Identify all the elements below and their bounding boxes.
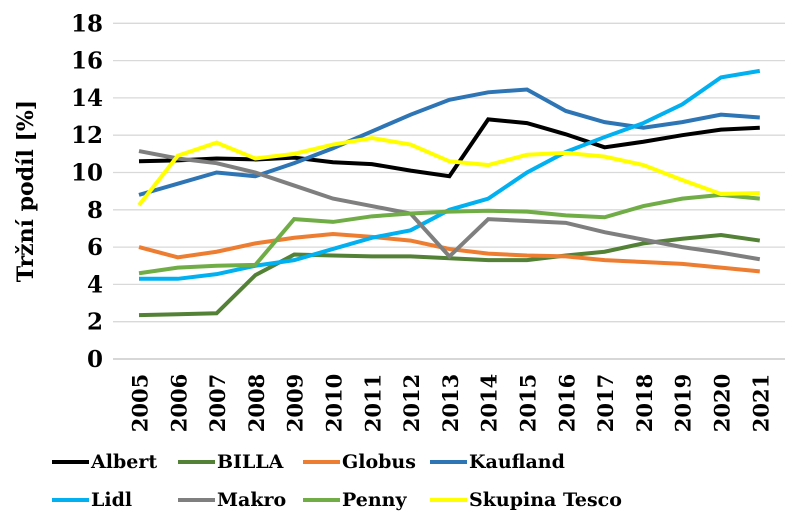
- x-tick-label: 2016: [554, 374, 579, 432]
- legend-swatch-lidl: [52, 498, 89, 502]
- legend-label-penny: Penny: [342, 489, 407, 511]
- legend-item-globus: Globus: [303, 451, 416, 473]
- y-tick-label: 12: [71, 122, 103, 149]
- legend-swatch-makro: [178, 498, 215, 502]
- x-tick-label: 2018: [632, 374, 657, 432]
- x-tick-label: 2010: [322, 374, 347, 432]
- legend-label-globus: Globus: [342, 451, 416, 473]
- y-tick-label: 0: [87, 346, 103, 373]
- y-tick-label: 8: [87, 197, 103, 224]
- legend-item-billa: BILLA: [178, 451, 283, 473]
- x-tick-label: 2013: [438, 374, 463, 432]
- legend-label-billa: BILLA: [217, 451, 284, 473]
- legend-swatch-kaufland: [430, 460, 467, 464]
- legend-swatch-skupina-tesco: [430, 498, 467, 502]
- y-tick-label: 10: [71, 160, 103, 187]
- y-tick-label: 2: [87, 309, 103, 336]
- series-line-penny: [138, 192, 760, 276]
- x-tick-label: 2011: [360, 374, 385, 432]
- legend-label-lidl: Lidl: [91, 489, 133, 511]
- series-line-skupina-tesco: [137, 135, 760, 207]
- series-line-albert: [138, 117, 760, 179]
- legend-swatch-billa: [178, 460, 215, 464]
- x-tick-label: 2007: [205, 374, 230, 432]
- legend-item-kaufland: Kaufland: [430, 451, 565, 473]
- series-line-kaufland: [138, 87, 760, 197]
- legend-swatch-penny: [303, 498, 340, 502]
- legend-swatch-albert: [52, 460, 89, 464]
- x-tick-label: 2020: [710, 374, 735, 432]
- y-tick-label: 4: [87, 271, 103, 298]
- legend-item-lidl: Lidl: [52, 489, 132, 511]
- x-tick-label: 2009: [283, 374, 308, 432]
- y-tick-label: 16: [71, 48, 103, 75]
- x-tick-label: 2015: [516, 374, 541, 432]
- x-tick-label: 2005: [128, 374, 153, 432]
- x-tick-label: 2012: [399, 374, 424, 432]
- y-axis-title: Tržní podíl [%]: [13, 100, 39, 282]
- legend-label-kaufland: Kaufland: [469, 451, 565, 473]
- legend-label-skupina-tesco: Skupina Tesco: [469, 489, 622, 511]
- series-line-globus: [138, 232, 760, 274]
- y-tick-label: 18: [71, 10, 103, 37]
- y-tick-label: 14: [71, 85, 103, 112]
- legend-item-skupina-tesco: Skupina Tesco: [430, 489, 622, 511]
- x-tick-label: 2017: [593, 374, 618, 432]
- chart-plot-area: 0 2 4 6 8 10 12 14 16 18 2005 2006 2007 2008 2009 2010 2…: [13, 10, 785, 432]
- x-tick-label: 2006: [166, 374, 191, 432]
- x-tick-label: 2014: [477, 374, 502, 432]
- legend-item-albert: Albert: [52, 451, 157, 473]
- y-tick-label: 6: [87, 234, 103, 261]
- x-tick-label: 2008: [244, 374, 269, 432]
- x-tick-label: 2019: [671, 374, 696, 432]
- legend-swatch-globus: [303, 460, 340, 464]
- legend-item-penny: Penny: [303, 489, 407, 511]
- legend-label-makro: Makro: [217, 489, 287, 511]
- legend-label-albert: Albert: [91, 451, 158, 473]
- series-line-makro: [138, 149, 761, 262]
- x-tick-label: 2021: [748, 374, 773, 432]
- legend-item-makro: Makro: [178, 489, 286, 511]
